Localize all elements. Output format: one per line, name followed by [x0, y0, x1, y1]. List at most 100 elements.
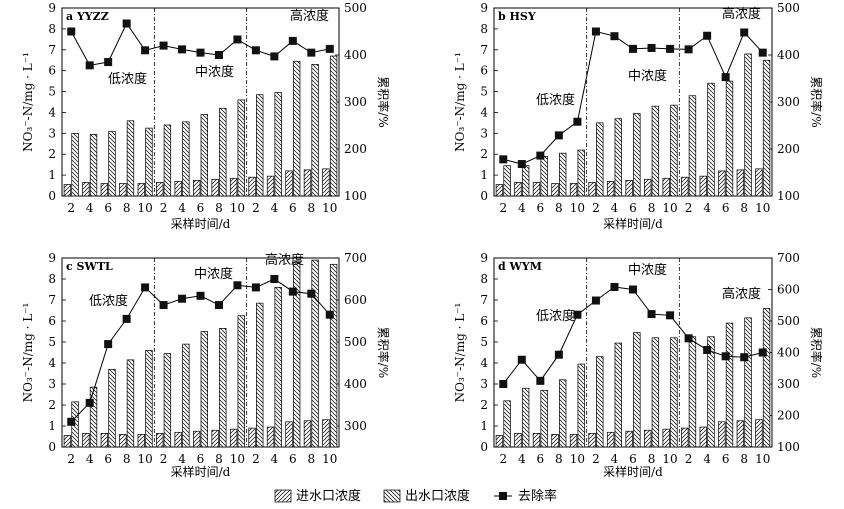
x-tick-label: 8 [555, 201, 563, 215]
bar-inlet [303, 169, 312, 197]
y2-tick-label: 700 [344, 251, 367, 265]
bar-outlet [744, 317, 752, 448]
bar-inlet [514, 182, 522, 197]
x-tick-label: 8 [740, 452, 748, 466]
bar-outlet [219, 328, 227, 448]
y-tick-label: 4 [480, 356, 488, 370]
x-tick-label: 4 [271, 201, 279, 215]
point-removal [159, 301, 168, 310]
point-removal [85, 61, 94, 70]
bar-outlet [126, 120, 135, 197]
bar-outlet [707, 336, 715, 448]
point-removal [554, 350, 563, 359]
point-removal [307, 289, 316, 298]
y-tick-label: 6 [48, 64, 56, 78]
bar-inlet [514, 433, 522, 448]
x-tick-label: 10 [570, 452, 585, 466]
bar-inlet [266, 426, 275, 448]
point-removal [141, 46, 150, 55]
point-removal [684, 334, 693, 343]
x-tick-label: 6 [537, 201, 545, 215]
x-tick-label: 2 [592, 452, 600, 466]
point-removal [499, 155, 508, 164]
phase-label: 高浓度 [290, 8, 329, 24]
phase-label: 低浓度 [108, 71, 147, 87]
x-tick-label: 10 [137, 201, 152, 215]
bar-inlet [229, 177, 238, 197]
y-tick-label: 1 [48, 168, 56, 182]
y2-tick-label: 500 [344, 335, 367, 349]
x-tick-label: 4 [178, 201, 186, 215]
x-tick-label: 2 [685, 452, 693, 466]
point-removal [196, 48, 205, 57]
x-tick-label: 2 [67, 201, 75, 215]
bar-inlet [718, 170, 726, 197]
bar-inlet [569, 434, 578, 448]
y-tick-label: 6 [480, 314, 488, 328]
y2-axis-title: 累积率/% [809, 76, 824, 127]
bar-inlet [606, 431, 615, 448]
y-tick-label: 4 [48, 105, 56, 119]
bar-outlet [670, 337, 678, 448]
bar-inlet [755, 168, 763, 197]
y2-tick-label: 300 [777, 377, 800, 391]
point-removal [104, 340, 113, 349]
phase-label: 中浓度 [628, 262, 667, 278]
panel-label: b HSY [498, 10, 536, 23]
plot-frame [61, 257, 340, 448]
bar-inlet [119, 434, 127, 448]
x-tick-label: 8 [123, 201, 131, 215]
bar-inlet [495, 435, 504, 448]
y-tick-label: 9 [48, 1, 56, 15]
y2-tick-label: 400 [777, 48, 800, 62]
bar-outlet [292, 261, 301, 448]
bar-inlet [303, 420, 312, 448]
y-tick-label: 8 [48, 272, 56, 286]
y-tick-label: 0 [48, 440, 56, 454]
y-tick-label: 5 [480, 335, 488, 349]
point-removal [554, 131, 563, 140]
bar-outlet [688, 95, 697, 197]
bar-outlet [292, 60, 301, 197]
x-tick-label: 10 [662, 201, 677, 215]
bar-inlet [588, 433, 596, 448]
point-removal [517, 160, 526, 169]
bar-outlet [256, 94, 264, 197]
bar-outlet [329, 263, 338, 448]
x-tick-label: 6 [722, 452, 730, 466]
point-removal [270, 52, 279, 61]
x-tick-label: 6 [197, 201, 205, 215]
x-tick-label: 6 [629, 201, 637, 215]
bar-outlet [274, 92, 282, 197]
bar-inlet [699, 426, 707, 448]
point-removal [536, 151, 545, 160]
legend-label-outlet: 出水口浓度 [405, 488, 470, 504]
bar-outlet [614, 342, 622, 448]
bar-outlet [614, 118, 622, 197]
x-tick-label: 2 [252, 201, 260, 215]
bar-inlet [755, 419, 763, 448]
point-removal [325, 310, 334, 319]
phase-label: 高浓度 [722, 286, 761, 302]
bar-inlet [681, 427, 689, 448]
point-removal [251, 283, 260, 292]
x-tick-label: 10 [322, 201, 337, 215]
bar-inlet [532, 182, 541, 197]
bar-inlet [285, 170, 293, 197]
legend-swatch-inlet [274, 489, 292, 503]
bar-outlet [559, 152, 567, 197]
panel-label: c SWTL [66, 260, 113, 273]
x-tick-label: 4 [518, 452, 526, 466]
bar-inlet [681, 176, 689, 197]
point-removal [591, 296, 600, 305]
bar-outlet [237, 315, 245, 448]
point-removal [629, 285, 637, 294]
point-removal [67, 27, 76, 36]
x-tick-label: 6 [289, 201, 297, 215]
point-removal [758, 348, 767, 357]
y-tick-label: 7 [480, 293, 488, 307]
bar-outlet [707, 82, 715, 197]
y-tick-label: 1 [48, 419, 56, 433]
